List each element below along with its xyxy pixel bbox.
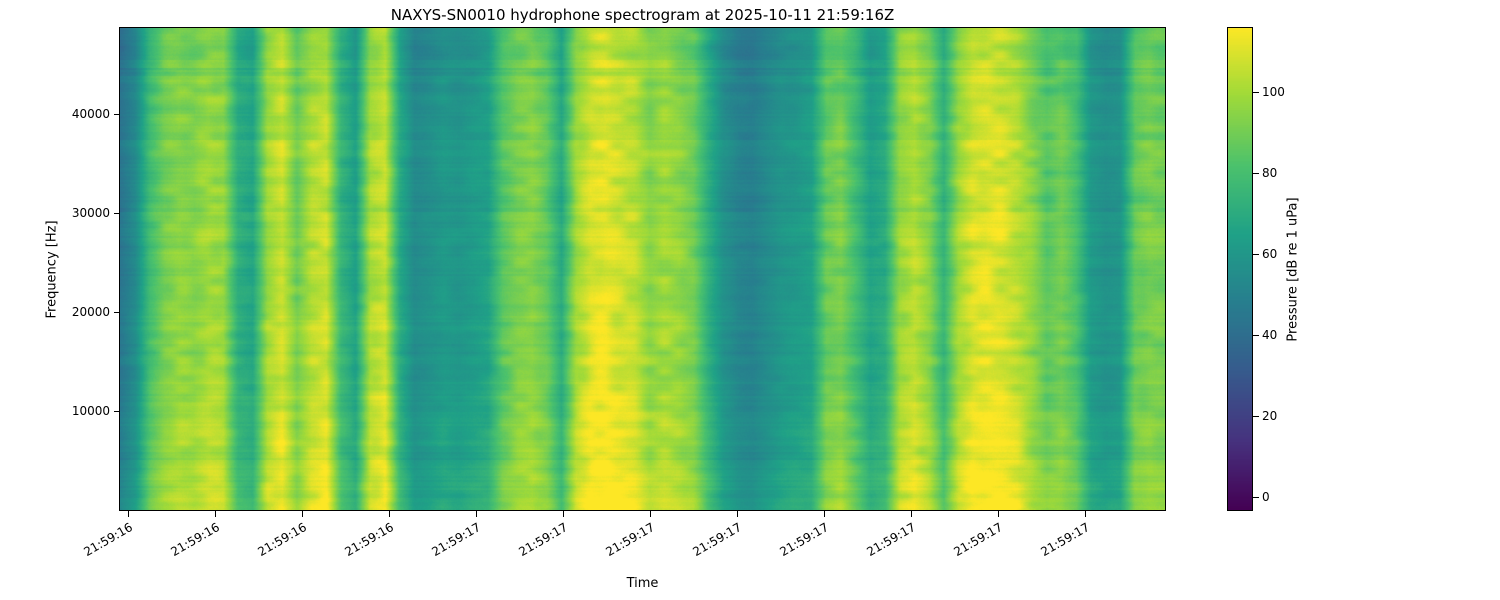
spectrogram-canvas (120, 28, 1165, 510)
y-tick-label: 30000 (71, 206, 110, 220)
colorbar-tick-mark (1253, 497, 1259, 498)
x-axis-label: Time (626, 576, 659, 591)
colorbar-tick-label: 80 (1262, 166, 1278, 180)
x-tick-mark (389, 511, 390, 517)
colorbar (1227, 27, 1253, 511)
colorbar-canvas (1228, 28, 1252, 510)
colorbar-tick-mark (1253, 173, 1259, 174)
colorbar-tick-label: 20 (1262, 409, 1278, 423)
x-tick-mark (128, 511, 129, 517)
colorbar-tick-mark (1253, 254, 1259, 255)
y-tick-label: 10000 (71, 404, 110, 418)
y-tick-mark (114, 411, 120, 412)
x-tick-mark (650, 511, 651, 517)
colorbar-tick-label: 60 (1262, 247, 1278, 261)
x-tick-mark (824, 511, 825, 517)
colorbar-tick-mark (1253, 92, 1259, 93)
colorbar-tick-mark (1253, 335, 1259, 336)
chart-title: NAXYS-SN0010 hydrophone spectrogram at 2… (390, 6, 895, 24)
x-tick-mark (737, 511, 738, 517)
x-tick-mark (215, 511, 216, 517)
colorbar-tick-label: 100 (1262, 85, 1285, 99)
colorbar-tick-label: 40 (1262, 328, 1278, 342)
y-tick-label: 20000 (71, 305, 110, 319)
y-tick-mark (114, 213, 120, 214)
colorbar-tick-label: 0 (1262, 490, 1270, 504)
x-tick-mark (302, 511, 303, 517)
colorbar-label-box: Pressure [dB re 1 uPa] (1280, 28, 1306, 510)
x-tick-mark (563, 511, 564, 517)
x-tick-mark (998, 511, 999, 517)
colorbar-tick-mark (1253, 416, 1259, 417)
x-tick-mark (1085, 511, 1086, 517)
y-tick-label: 40000 (71, 107, 110, 121)
y-tick-mark (114, 114, 120, 115)
plot-area (119, 27, 1166, 511)
colorbar-label: Pressure [dB re 1 uPa] (1285, 196, 1301, 342)
y-axis-label-box: Frequency [Hz] (40, 28, 64, 510)
y-tick-mark (114, 312, 120, 313)
x-tick-mark (911, 511, 912, 517)
x-tick-mark (476, 511, 477, 517)
